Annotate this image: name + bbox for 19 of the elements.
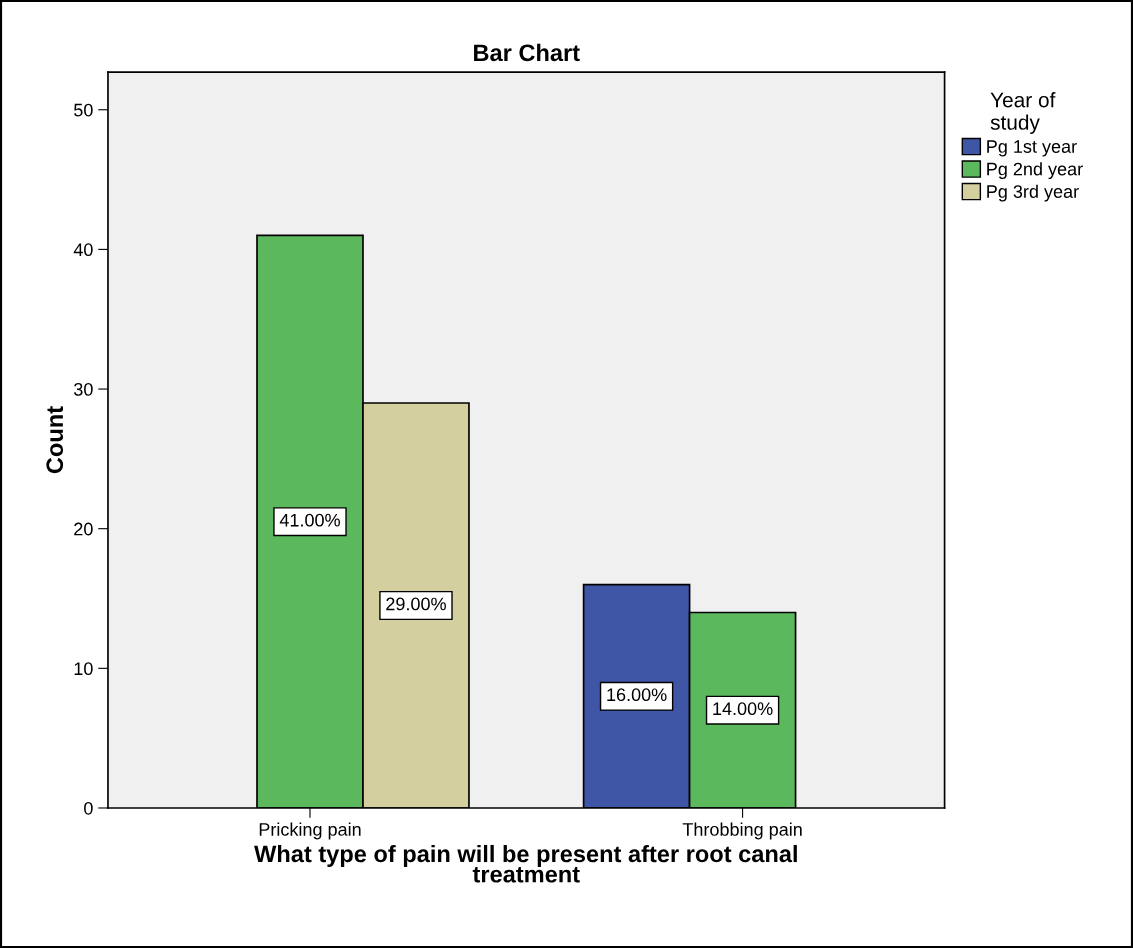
chart-title: Bar Chart bbox=[474, 43, 580, 62]
legend-label: Pg 1st year bbox=[987, 140, 1077, 157]
data-label: 16.00% bbox=[607, 688, 667, 702]
x-tick-label: Pricking pain bbox=[259, 822, 361, 840]
legend-title: Year of study bbox=[990, 92, 1056, 134]
data-label: 29.00% bbox=[386, 597, 446, 611]
x-tick-label: Throbbing pain bbox=[682, 822, 802, 840]
y-tick-label: 20 bbox=[74, 522, 93, 536]
y-tick-label: 50 bbox=[74, 103, 93, 117]
data-label: 41.00% bbox=[279, 513, 340, 527]
y-tick-label: 0 bbox=[84, 801, 93, 815]
legend-label: Pg 2nd year bbox=[987, 162, 1083, 179]
y-tick-label: 30 bbox=[74, 382, 93, 396]
y-axis-title: Count bbox=[46, 406, 64, 474]
x-axis-title: What type of pain will be present after root canal treatment bbox=[254, 844, 797, 883]
legend-label: Pg 3rd year bbox=[987, 184, 1079, 202]
y-tick-label: 10 bbox=[74, 662, 93, 676]
data-label: 14.00% bbox=[713, 702, 773, 716]
y-tick-label: 40 bbox=[73, 243, 93, 257]
